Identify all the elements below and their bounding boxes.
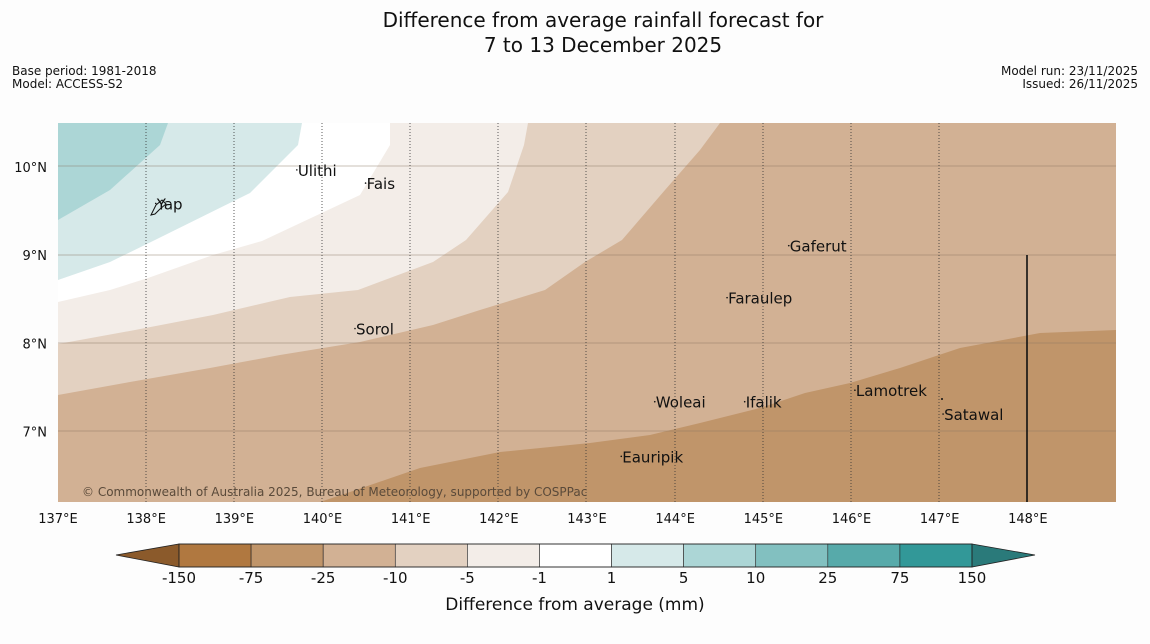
colorbar-segment [899,543,973,568]
lat-tick-label: 8°N [23,337,48,352]
place-marker [653,400,656,403]
place-marker [787,244,790,247]
lon-gridlines [145,123,940,502]
colorbar-extend-high [971,543,1036,568]
lon-tick-label: 141°E [391,512,431,527]
colorbar-tick-label: -5 [460,569,475,587]
lon-tick-label: 137°E [38,512,78,527]
colorbar-tick-labels: -150 -75 -25 -10 -5 -1 1 5 10 25 75 150 [162,569,986,587]
place-marker [354,327,356,330]
lon-tick-label: 143°E [567,512,607,527]
lat-tick-labels: 10°N 9°N 8°N 7°N [14,161,47,440]
lon-tick-labels: 137°E 138°E 139°E 140°E 141°E 142°E 143°E 144°E… [38,512,1047,527]
meta-right: Model run: 23/11/2025 Issued: 26/11/2025 [1001,65,1138,91]
colorbar-segment [322,543,396,568]
colorbar-frame [178,543,973,568]
lat-tick-label: 10°N [14,161,47,176]
lon-tick-label: 139°E [215,512,255,527]
colorbar-segment [394,543,468,568]
lat-tick-label: 7°N [23,425,48,440]
place-label-faraulep: Faraulep [728,290,792,308]
colorbar-tick-label: -150 [162,569,196,587]
lon-tick-label: 138°E [126,512,166,527]
colorbar-segment [250,543,324,568]
colorbar-segment [467,543,540,568]
place-label-satawal: Satawal [944,406,1003,424]
lon-tick-label: 140°E [303,512,343,527]
model-name: Model: ACCESS-S2 [12,77,124,91]
place-label-yap: Yap [156,195,183,213]
colorbar-tick-label: -25 [311,569,336,587]
place-marker [942,413,944,415]
model-run: Model run: 23/11/2025 [1000,64,1138,78]
place-label-lamotrek: Lamotrek [856,382,927,400]
colorbar-tick-label: 75 [890,569,909,587]
place-marker [364,182,367,184]
place-marker [154,202,157,205]
map-title: Difference from average rainfall forecas… [0,8,1150,58]
colorbar-tick-label: 1 [607,569,617,587]
lat-tick-label: 9°N [23,249,48,264]
colorbar-tick-label: 5 [679,569,689,587]
place-label-ifalik: Ifalik [746,394,782,412]
colorbar-segments [178,543,973,568]
colorbar-segment [611,543,684,568]
colorbar-tick-label: 10 [746,569,765,587]
map-panel [58,123,1116,502]
lon-tick-label: 146°E [832,512,872,527]
colorbar-segment [755,543,829,568]
colorbar-tick-label: -10 [383,569,408,587]
colorbar-segment [539,543,612,568]
lon-tick-label: 142°E [479,512,519,527]
place-marker [726,296,728,299]
band-pos10 [58,123,168,220]
colorbar-title: Difference from average (mm) [445,595,704,615]
colorbar-segment [178,543,252,568]
title-line-2: 7 to 13 December 2025 [483,33,723,57]
place-marker [743,400,746,403]
issued-date: Issued: 26/11/2025 [1022,77,1138,91]
colorbar-tick-label: -75 [239,569,264,587]
colorbar-tick-label: 150 [958,569,987,587]
colorbar-segment [683,543,757,568]
lon-tick-label: 148°E [1008,512,1048,527]
islet-dot [941,398,943,400]
place-label-gaferut: Gaferut [790,238,847,256]
colorbar-tick-label: -1 [532,569,547,587]
meta-left: Base period: 1981-2018 Model: ACCESS-S2 [12,65,157,91]
base-period: Base period: 1981-2018 [12,64,157,78]
lon-tick-label: 144°E [655,512,695,527]
colorbar-extend-low [115,543,180,568]
lon-tick-label: 147°E [920,512,960,527]
title-line-1: Difference from average rainfall forecas… [382,8,824,32]
place-label-eauripik: Eauripik [622,448,683,466]
place-marker [620,455,623,458]
band-neg25 [320,330,1116,502]
place-label-fais: Fais [367,175,396,193]
lon-tick-label: 145°E [744,512,784,527]
place-label-sorol: Sorol [356,321,394,339]
colorbar-segment [827,543,901,568]
place-marker [296,169,298,171]
place-marker [854,389,856,392]
place-labels: Ulithi Fais Yap Gaferut Faraulep Sorol Lamotre… [154,162,1003,466]
yap-island-outline [150,199,167,216]
copyright-text: © Commonwealth of Australia 2025, Bureau… [82,485,587,499]
colorbar-tick-label: 25 [818,569,837,587]
colorbar: -150 -75 -25 -10 -5 -1 1 5 10 25 75 150 Difference … [115,543,1036,615]
place-label-woleai: Woleai [656,394,706,412]
place-label-ulithi: Ulithi [298,162,337,180]
